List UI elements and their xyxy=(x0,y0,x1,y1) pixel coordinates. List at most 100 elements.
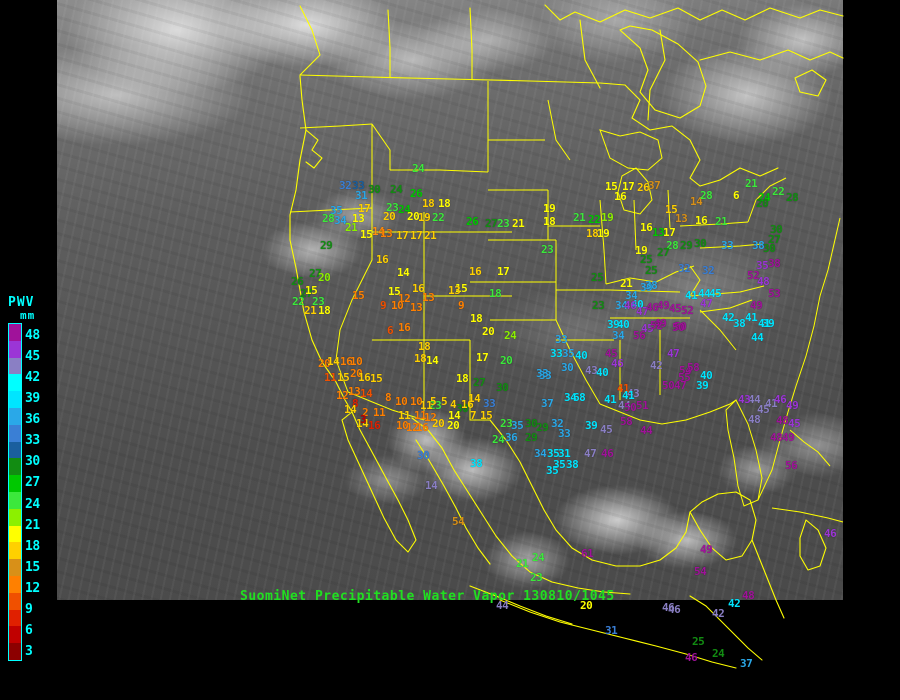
pwv-station-value: 17 xyxy=(622,180,635,193)
pwv-station-value: 54 xyxy=(679,364,692,377)
central-america-caribbean xyxy=(689,595,763,661)
pwv-station-value: 46 xyxy=(824,527,837,540)
pwv-station-value: 36 xyxy=(505,431,518,444)
pwv-station-value: 11 xyxy=(420,399,433,412)
colorbar-tick-label: 15 xyxy=(25,559,40,575)
pwv-station-value: 50 xyxy=(624,401,637,414)
pwv-station-value: 52 xyxy=(681,304,694,317)
pwv-station-value: 14 xyxy=(360,387,373,400)
pwv-station-value: 12 xyxy=(424,411,437,424)
pwv-station-value: 34 xyxy=(564,391,577,404)
pwv-station-value: 17 xyxy=(358,202,371,215)
pwv-station-value: 19 xyxy=(418,211,431,224)
pwv-station-value: 34 xyxy=(612,329,625,342)
pwv-station-value: 38 xyxy=(733,317,746,330)
pwv-station-value: 19 xyxy=(635,244,648,257)
pwv-station-value: 8 xyxy=(352,397,359,410)
pwv-station-value: 45 xyxy=(600,423,613,436)
colorbar-tick-labels: 48 45 42 39 36 33 30 27 24 21 18 15 12 9 6 3 xyxy=(25,323,57,661)
pwv-station-value: 58 xyxy=(687,361,700,374)
pwv-station-value: 16 xyxy=(412,282,425,295)
pwv-station-value: 35 xyxy=(511,419,524,432)
colorbar-swatch xyxy=(9,374,21,392)
pwv-station-value: 12 xyxy=(398,292,411,305)
pwv-station-value: 10 xyxy=(396,419,409,432)
pwv-station-value: 18 xyxy=(422,197,435,210)
pwv-station-value: 23 xyxy=(541,243,554,256)
colorbar-swatch xyxy=(9,525,21,543)
pwv-station-value: 46 xyxy=(624,299,637,312)
pwv-station-value: 30 xyxy=(496,381,509,394)
colorbar-tick-label: 33 xyxy=(25,433,40,449)
pwv-station-value: 7 xyxy=(470,409,477,422)
pwv-station-value: 43 xyxy=(627,387,640,400)
pwv-station-value: 39 xyxy=(762,317,775,330)
pwv-station-value: 20 xyxy=(407,210,420,223)
colorbar-swatch xyxy=(9,407,21,425)
pwv-station-value: 22 xyxy=(772,185,785,198)
pwv-station-value: 41 xyxy=(685,289,698,302)
colorbar-tick-label: 3 xyxy=(25,644,33,659)
pwv-station-value: 44 xyxy=(496,599,509,612)
pwv-station-value: 49 xyxy=(657,299,670,312)
pwv-station-value: 40 xyxy=(700,369,713,382)
pwv-station-value: 41 xyxy=(604,393,617,406)
pwv-station-value: 16 xyxy=(461,398,474,411)
pwv-station-value: 25 xyxy=(692,635,705,648)
colorbar-swatch xyxy=(9,609,21,627)
pwv-station-value: 50 xyxy=(674,320,687,333)
pwv-station-value: 24 xyxy=(412,162,425,175)
pwv-station-value: 21 xyxy=(715,215,728,228)
pwv-station-value: 52 xyxy=(650,319,663,332)
pwv-station-value: 44 xyxy=(640,424,653,437)
pwv-station-value: 20 xyxy=(482,325,495,338)
pwv-station-value: 14 xyxy=(344,403,357,416)
colorbar-swatch xyxy=(9,324,21,341)
pwv-station-value: 21 xyxy=(745,177,758,190)
colorbar-swatch xyxy=(9,542,21,560)
pwv-station-value: 16 xyxy=(358,371,371,384)
pwv-station-value: 54 xyxy=(452,515,465,528)
pwv-station-value: 33 xyxy=(558,427,571,440)
pwv-station-value: 19 xyxy=(601,211,614,224)
colorbar-tick-label: 36 xyxy=(25,412,40,428)
pwv-station-value: 17 xyxy=(476,351,489,364)
pwv-station-value: 43 xyxy=(585,364,598,377)
pwv-station-value: 44 xyxy=(618,399,631,412)
pwv-station-value: 14 xyxy=(690,195,703,208)
pwv-station-value: 31 xyxy=(605,624,618,637)
pwv-station-value: 50 xyxy=(672,321,685,334)
pwv-station-value: 10 xyxy=(395,395,408,408)
pwv-station-value: 18 xyxy=(489,287,502,300)
pwv-station-value: 17 xyxy=(396,229,409,242)
pwv-station-value: 30 xyxy=(417,449,430,462)
pwv-station-value: 9 xyxy=(380,299,387,312)
pwv-station-value: 13 xyxy=(422,291,435,304)
pwv-station-value: 23 xyxy=(429,399,442,412)
pwv-station-value: 13 xyxy=(410,301,423,314)
colorbar-gradient-bar xyxy=(8,323,22,661)
pwv-station-value: 23 xyxy=(500,417,513,430)
pwv-station-value: 21 xyxy=(345,221,358,234)
pwv-station-value: 14 xyxy=(426,354,439,367)
pwv-station-value: 47 xyxy=(700,297,713,310)
pwv-station-value: 14 xyxy=(448,409,461,422)
pwv-station-value: 40 xyxy=(617,318,630,331)
pwv-station-value: 48 xyxy=(757,275,770,288)
pwv-station-value: 32 xyxy=(339,179,352,192)
pwv-station-value: 21 xyxy=(573,211,586,224)
pwv-station-value: 14 xyxy=(397,266,410,279)
pwv-station-value: 19 xyxy=(543,202,556,215)
pwv-station-value: 41 xyxy=(617,382,630,395)
pwv-station-value: 10 xyxy=(391,299,404,312)
pwv-station-value: 20 xyxy=(447,419,460,432)
central-america-pacific xyxy=(499,599,737,669)
pwv-station-value: 15 xyxy=(665,203,678,216)
pwv-station-value: 30 xyxy=(525,417,538,430)
pwv-station-value: 21 xyxy=(424,229,437,242)
colorbar-tick-label: 24 xyxy=(25,496,40,512)
pwv-station-value: 34 xyxy=(625,289,638,302)
pwv-station-value: 17 xyxy=(497,265,510,278)
pwv-station-value: 6 xyxy=(733,189,740,202)
pwv-station-value: 26 xyxy=(410,187,423,200)
